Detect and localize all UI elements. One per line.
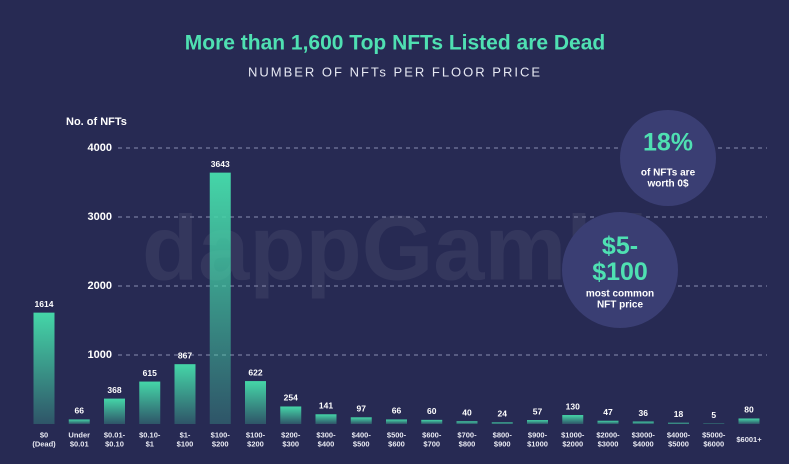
callout-headline: $5-$100 bbox=[592, 232, 648, 286]
value-label: 66 bbox=[75, 406, 85, 416]
value-label: 622 bbox=[248, 367, 262, 377]
y-tick-label: 1000 bbox=[88, 349, 112, 361]
callout-circle bbox=[620, 110, 716, 206]
y-axis-label: No. of NFTs bbox=[66, 116, 127, 128]
value-label: 36 bbox=[639, 408, 649, 418]
value-label: 254 bbox=[284, 393, 298, 403]
value-label: 141 bbox=[319, 401, 333, 411]
value-label: 615 bbox=[143, 368, 157, 378]
value-label: 5 bbox=[711, 410, 716, 420]
bar bbox=[632, 421, 654, 424]
value-label: 57 bbox=[533, 406, 543, 416]
bar bbox=[68, 419, 90, 424]
chart-title: More than 1,600 Top NFTs Listed are Dead bbox=[185, 32, 605, 55]
x-tick-label: $1000-$2000 bbox=[561, 430, 585, 448]
bar bbox=[597, 420, 619, 424]
value-label: 40 bbox=[462, 407, 472, 417]
value-label: 1614 bbox=[35, 299, 54, 309]
chart-subtitle: NUMBER OF NFTs PER FLOOR PRICE bbox=[248, 64, 542, 79]
bar bbox=[104, 398, 125, 424]
x-tick-label: $300-$400 bbox=[316, 430, 336, 448]
x-tick-label: $500-$600 bbox=[387, 430, 407, 448]
x-tick-label: $6001+ bbox=[736, 435, 762, 444]
x-tick-label: $5000-$6000 bbox=[702, 430, 726, 448]
y-tick-label: 4000 bbox=[88, 142, 112, 154]
x-tick-label: $100-$200 bbox=[211, 430, 231, 448]
callout-circle bbox=[562, 212, 678, 328]
callout-text: of NFTs are worth 0$ bbox=[641, 167, 696, 189]
value-label: 24 bbox=[498, 409, 508, 419]
y-tick-label: 2000 bbox=[88, 280, 112, 292]
bar bbox=[386, 419, 407, 424]
bar bbox=[668, 422, 689, 424]
x-tick-label: $3000-$4000 bbox=[632, 430, 656, 448]
value-label: 60 bbox=[427, 406, 437, 416]
x-tick-label: $1-$100 bbox=[177, 430, 194, 448]
value-label: 47 bbox=[603, 407, 613, 417]
y-tick-label: 3000 bbox=[88, 211, 112, 223]
bar bbox=[527, 420, 548, 424]
value-label: 18 bbox=[674, 409, 684, 419]
bar bbox=[245, 381, 266, 424]
x-tick-label: Under $0.01 bbox=[68, 430, 90, 448]
x-tick-label: $400-$500 bbox=[352, 430, 372, 448]
value-label: 80 bbox=[744, 405, 754, 415]
x-tick-label: $200-$300 bbox=[281, 430, 301, 448]
x-tick-label: $2000-$3000 bbox=[596, 430, 620, 448]
x-tick-label: $600-$700 bbox=[422, 430, 442, 448]
x-tick-label: $100-$200 bbox=[246, 430, 266, 448]
value-label: 130 bbox=[566, 401, 580, 411]
bar bbox=[139, 381, 161, 424]
bar bbox=[562, 415, 584, 424]
bar bbox=[33, 312, 55, 424]
x-tick-label: $800-$900 bbox=[493, 430, 513, 448]
bar bbox=[280, 406, 302, 424]
value-label: 867 bbox=[178, 350, 192, 360]
value-label: 368 bbox=[107, 385, 121, 395]
value-label: 66 bbox=[392, 406, 402, 416]
value-label: 97 bbox=[357, 404, 367, 414]
x-tick-label: $0 (Dead) bbox=[32, 430, 56, 448]
bar bbox=[315, 414, 337, 424]
bar bbox=[209, 172, 231, 424]
bar bbox=[491, 422, 513, 424]
x-tick-label: $4000-$5000 bbox=[667, 430, 691, 448]
bar bbox=[350, 417, 372, 424]
x-tick-label: $900-$1000 bbox=[527, 430, 548, 448]
bar bbox=[421, 419, 443, 424]
bar bbox=[738, 418, 760, 424]
x-tick-label: $700-$800 bbox=[457, 430, 477, 448]
x-tick-label: $0.10-$1 bbox=[139, 430, 161, 448]
bar bbox=[456, 421, 478, 424]
bar bbox=[174, 364, 196, 424]
callout-headline: 18% bbox=[643, 129, 693, 157]
value-label: 3643 bbox=[211, 159, 230, 169]
x-tick-label: $0.01-$0.10 bbox=[104, 430, 126, 448]
callout-text: most common NFT price bbox=[586, 288, 654, 310]
